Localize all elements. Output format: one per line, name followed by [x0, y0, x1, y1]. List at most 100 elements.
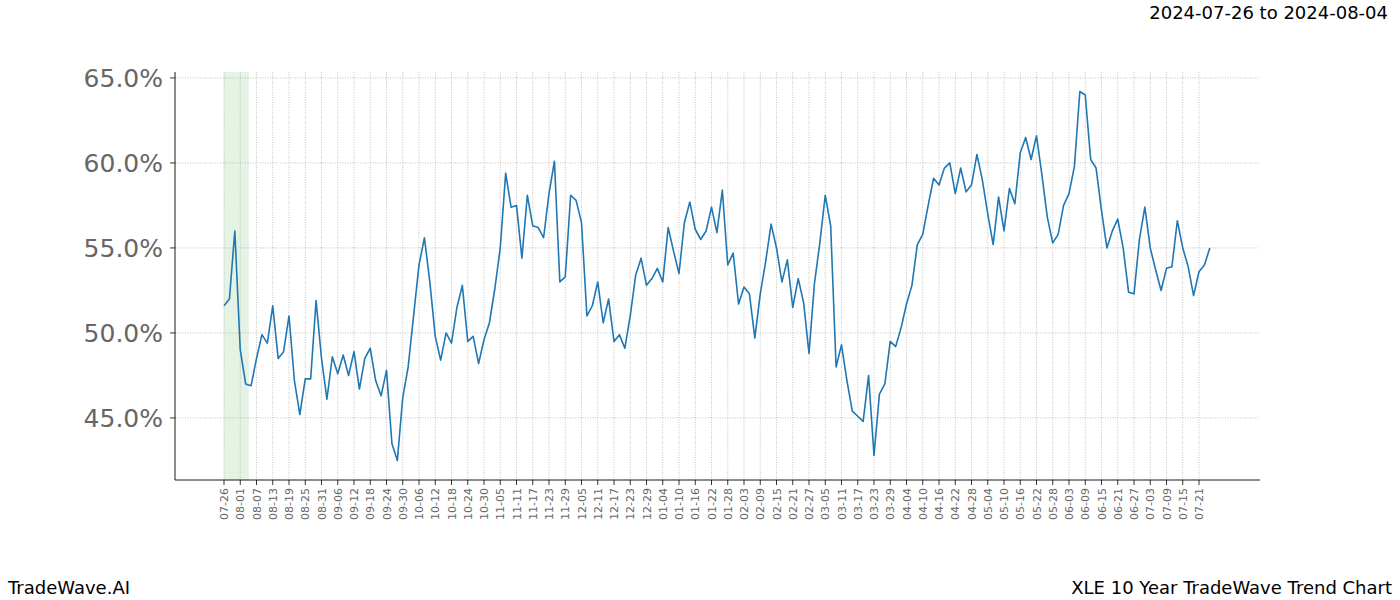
y-tick-label: 65.0% [84, 64, 163, 93]
x-tick-label: 07-26 [218, 488, 231, 520]
tick-mark [1101, 480, 1102, 485]
tick-mark [256, 480, 257, 485]
grid-line [874, 72, 875, 480]
grid-line [1085, 72, 1086, 480]
tick-mark [1182, 480, 1183, 485]
grid-line [776, 72, 777, 480]
tick-mark [711, 480, 712, 485]
y-tick-label: 50.0% [84, 319, 163, 348]
tick-mark [727, 480, 728, 485]
x-tick-label: 12-29 [641, 488, 654, 520]
grid-line [857, 72, 858, 480]
tick-mark [516, 480, 517, 485]
grid-line [337, 72, 338, 480]
grid-line [484, 72, 485, 480]
tick-mark [500, 480, 501, 485]
grid-line [354, 72, 355, 480]
grid-line [1101, 72, 1102, 480]
x-tick-label: 08-25 [299, 488, 312, 520]
x-tick-label: 07-03 [1144, 488, 1157, 520]
tick-mark [240, 480, 241, 485]
grid-line [1166, 72, 1167, 480]
x-tick-label: 11-05 [494, 488, 507, 520]
tick-mark [467, 480, 468, 485]
grid-line [1182, 72, 1183, 480]
x-tick-label: 04-28 [966, 488, 979, 520]
x-tick-label: 04-16 [933, 488, 946, 520]
grid-line [922, 72, 923, 480]
x-tick-label: 09-12 [348, 488, 361, 520]
x-tick-label: 09-30 [397, 488, 410, 520]
tick-mark [1117, 480, 1118, 485]
x-tick-label: 06-21 [1112, 488, 1125, 520]
grid-line [516, 72, 517, 480]
grid-line [272, 72, 273, 480]
x-tick-label: 03-29 [884, 488, 897, 520]
tick-mark [679, 480, 680, 485]
x-tick-label: 05-28 [1047, 488, 1060, 520]
tick-mark [1134, 480, 1135, 485]
x-tick-label: 01-04 [657, 488, 670, 520]
tick-mark [614, 480, 615, 485]
grid-line [224, 72, 225, 480]
tick-mark [419, 480, 420, 485]
y-tick-label: 55.0% [84, 234, 163, 263]
grid-line [971, 72, 972, 480]
grid-line [370, 72, 371, 480]
grid-line [1069, 72, 1070, 480]
grid-line [679, 72, 680, 480]
x-tick-label: 07-15 [1177, 488, 1190, 520]
title: XLE 10 Year TradeWave Trend Chart [1071, 577, 1392, 598]
tick-mark [776, 480, 777, 485]
tick-mark [170, 332, 175, 333]
tick-mark [170, 77, 175, 78]
grid-line [597, 72, 598, 480]
tick-mark [987, 480, 988, 485]
tick-mark [695, 480, 696, 485]
x-tick-label: 07-21 [1193, 488, 1206, 520]
tick-mark [272, 480, 273, 485]
x-tick-label: 06-03 [1063, 488, 1076, 520]
tick-mark [321, 480, 322, 485]
grid-line [744, 72, 745, 480]
x-tick-label: 04-04 [901, 488, 914, 520]
x-tick-label: 02-09 [754, 488, 767, 520]
source: TradeWave.AI [7, 577, 130, 598]
tick-mark [170, 417, 175, 418]
x-tick-label: 08-31 [316, 488, 329, 520]
tick-mark [1004, 480, 1005, 485]
tick-mark [630, 480, 631, 485]
tick-mark [857, 480, 858, 485]
tick-mark [597, 480, 598, 485]
x-tick-label: 10-12 [429, 488, 442, 520]
grid-line [809, 72, 810, 480]
x-tick-label: 11-11 [511, 488, 524, 520]
tick-mark [1166, 480, 1167, 485]
tick-mark [435, 480, 436, 485]
grid-line [467, 72, 468, 480]
grid-line [386, 72, 387, 480]
trend-line [224, 92, 1210, 461]
x-tick-label: 06-09 [1079, 488, 1092, 520]
chart: 45.0%50.0%55.0%60.0%65.0%07-2608-0108-07… [0, 0, 1400, 600]
tick-mark [744, 480, 745, 485]
x-tick-label: 02-21 [787, 488, 800, 520]
tick-mark [402, 480, 403, 485]
x-tick-label: 03-05 [819, 488, 832, 520]
grid-line [549, 72, 550, 480]
x-tick-label: 10-30 [478, 488, 491, 520]
x-tick-label: 04-10 [917, 488, 930, 520]
tick-mark [662, 480, 663, 485]
tick-mark [906, 480, 907, 485]
grid-line [614, 72, 615, 480]
x-tick-label: 09-18 [364, 488, 377, 520]
tick-mark [792, 480, 793, 485]
x-tick-label: 02-03 [738, 488, 751, 520]
y-tick-label: 45.0% [84, 404, 163, 433]
tick-mark [874, 480, 875, 485]
tick-mark [955, 480, 956, 485]
x-tick-label: 05-16 [1014, 488, 1027, 520]
tick-mark [170, 162, 175, 163]
tick-mark [890, 480, 891, 485]
tick-mark [825, 480, 826, 485]
